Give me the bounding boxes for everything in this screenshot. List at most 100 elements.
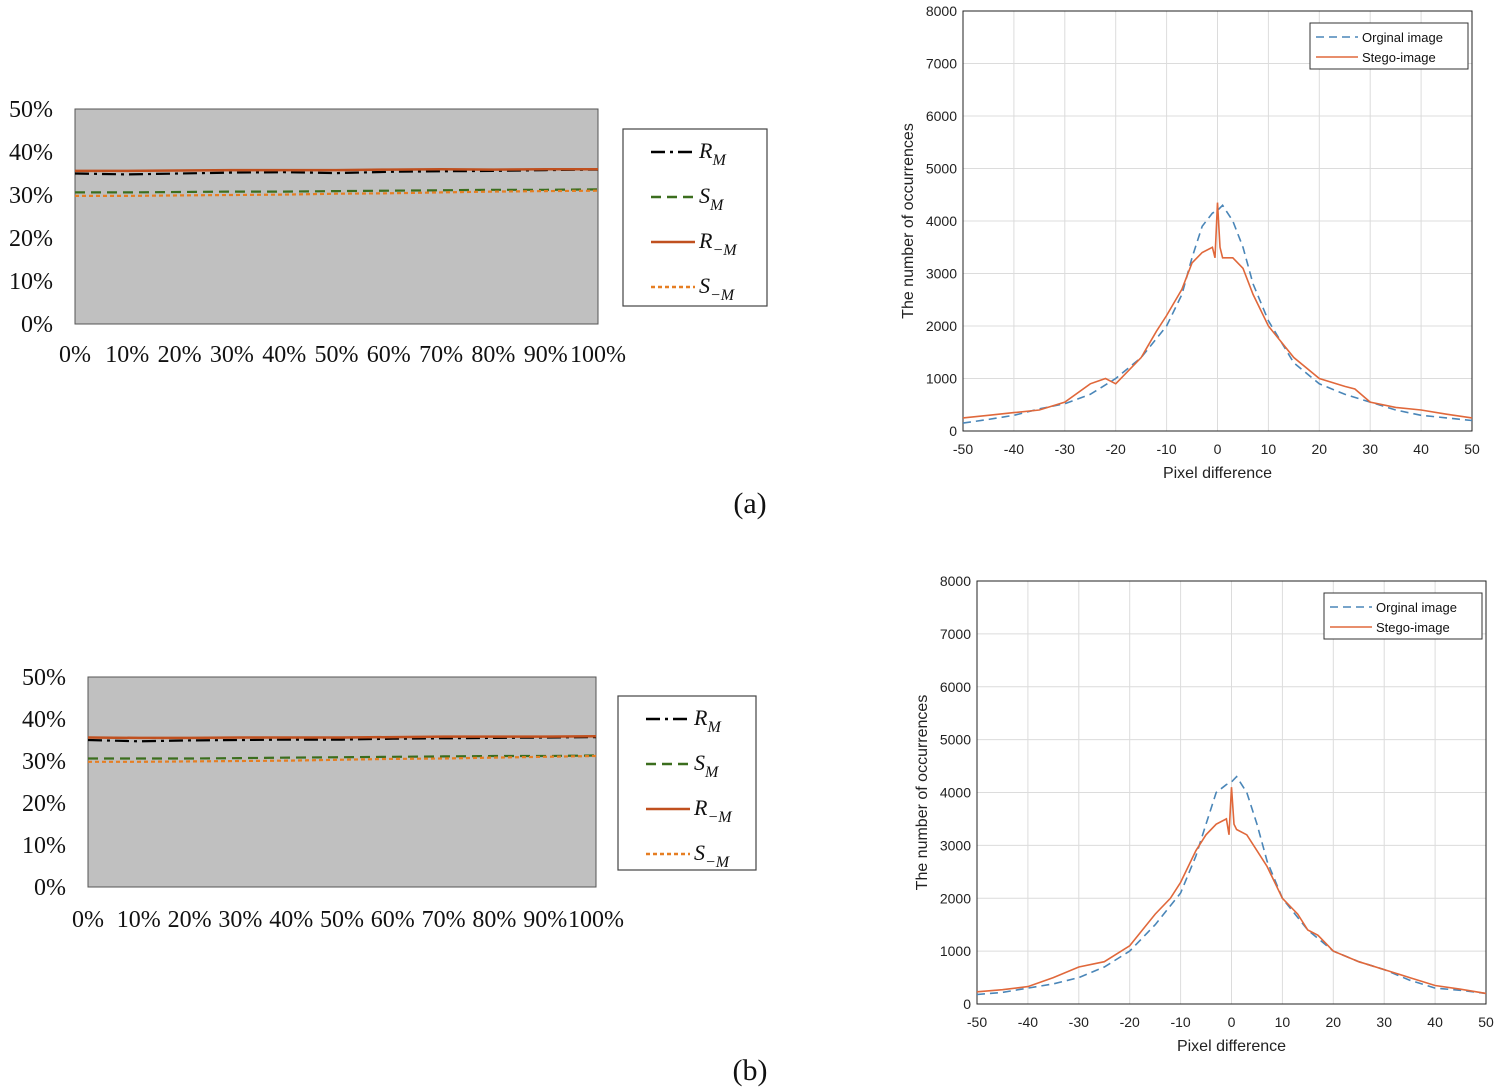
rs-x-tick-label: 70% xyxy=(419,342,463,368)
rs-x-tick-label: 40% xyxy=(269,907,313,933)
rs-y-tick-label: 10% xyxy=(22,833,66,859)
rs-legend-label: R−M xyxy=(693,795,733,826)
rs-legend-label-main: R xyxy=(698,138,713,163)
rs-legend-label-main: S xyxy=(694,840,705,865)
hist-x-tick-label: -20 xyxy=(1120,1014,1140,1030)
rs-x-tick-label: 80% xyxy=(471,342,515,368)
hist-y-tick-label: 6000 xyxy=(926,108,957,124)
hist-x-tick-label: 0 xyxy=(1214,441,1222,457)
rs-series-line-R_-M xyxy=(87,734,597,740)
rs-chart-b: 50%40%30%20%10%0%0% 10% 20% 30% 40% 50% 60% 70%… xyxy=(22,665,757,933)
hist-x-tick-label: 10 xyxy=(1275,1014,1291,1030)
rs-x-tick-label: 20% xyxy=(168,907,212,933)
hist-x-tick-label: -50 xyxy=(967,1014,987,1030)
rs-y-tick-label: 0% xyxy=(34,875,66,901)
rs-x-tick-label: 50% xyxy=(320,907,364,933)
hist-y-tick-label: 4000 xyxy=(926,213,957,229)
hist-y-tick-label: 8000 xyxy=(940,573,971,589)
rs-legend-label-main: S xyxy=(699,183,710,208)
rs-x-tick-label: 50% xyxy=(315,342,359,368)
hist-x-tick-label: -30 xyxy=(1069,1014,1089,1030)
hist-frame xyxy=(962,10,1473,432)
hist-x-tick-label: -40 xyxy=(1004,441,1024,457)
rs-x-tick-label: 100% xyxy=(570,342,626,368)
rs-x-tick-label: 30% xyxy=(210,342,254,368)
rs-legend-label: RM xyxy=(698,138,727,169)
rs-legend-label-main: R xyxy=(693,705,708,730)
hist-x-tick-label: -10 xyxy=(1170,1014,1190,1030)
hist-series-line-stego xyxy=(976,787,1487,995)
rs-legend-label: SM xyxy=(694,750,720,781)
hist-y-axis-label: The number of occurrences xyxy=(914,695,931,891)
hist-x-axis-label: Pixel difference xyxy=(1163,465,1272,482)
rs-legend-label-sub: −M xyxy=(712,242,738,259)
rs-legend-label-sub: M xyxy=(706,719,722,736)
hist-y-tick-label: 2000 xyxy=(926,318,957,334)
rs-x-tick-label: 80% xyxy=(472,907,516,933)
hist-x-tick-label: 0 xyxy=(1228,1014,1236,1030)
rs-legend-label: S−M xyxy=(699,273,736,304)
rs-x-tick-label: 40% xyxy=(262,342,306,368)
rs-plot-area xyxy=(74,108,599,325)
rs-legend-label: RM xyxy=(693,705,722,736)
hist-y-tick-label: 7000 xyxy=(926,56,957,72)
hist-chart-a: -50 -40 -30 -20 -10 0 10 20 30 40 50 0 1000 2000 3000 4… xyxy=(900,3,1480,482)
rs-y-tick-label: 50% xyxy=(9,97,53,123)
rs-y-tick-label: 30% xyxy=(9,183,53,209)
rs-chart-a: 50% 40% 30% 20% 10% 0%0% 10% 20% 30% 40% 50% 60% 70%… xyxy=(9,97,768,368)
hist-x-tick-label: 30 xyxy=(1362,441,1378,457)
hist-x-tick-label: 20 xyxy=(1312,441,1328,457)
hist-x-tick-label: 40 xyxy=(1413,441,1429,457)
rs-x-tick-label: 20% xyxy=(158,342,202,368)
hist-legend-label: Stego-image xyxy=(1362,50,1436,65)
hist-series-line-stego xyxy=(962,202,1473,419)
rs-legend-label-sub: M xyxy=(709,197,725,214)
rs-x-tick-label: 90% xyxy=(524,342,568,368)
hist-legend xyxy=(1323,592,1483,640)
rs-x-tick-label: 100% xyxy=(568,907,624,933)
rs-x-tick-label: 10% xyxy=(117,907,161,933)
rs-x-tick-label: 30% xyxy=(218,907,262,933)
rs-legend-label-main: R xyxy=(693,795,708,820)
rs-y-tick-label: 50% xyxy=(22,665,66,691)
hist-y-tick-label: 6000 xyxy=(940,679,971,695)
hist-x-tick-label: 40 xyxy=(1427,1014,1443,1030)
hist-x-axis-label: Pixel difference xyxy=(1177,1038,1286,1055)
rs-legend-label-sub: −M xyxy=(705,854,731,871)
hist-x-tick-label: -40 xyxy=(1018,1014,1038,1030)
hist-y-tick-label: 8000 xyxy=(926,3,957,19)
rs-legend-label-sub: −M xyxy=(710,287,736,304)
hist-y-tick-label: 0 xyxy=(949,423,957,439)
rs-series-line-R_M xyxy=(87,736,597,743)
rs-x-tick-label: 60% xyxy=(371,907,415,933)
rs-series-line-S_-M xyxy=(88,754,597,763)
rs-legend-label-sub: M xyxy=(711,152,727,169)
hist-x-tick-label: -30 xyxy=(1055,441,1075,457)
rs-x-tick-label: 10% xyxy=(105,342,149,368)
hist-x-tick-label: 50 xyxy=(1464,441,1480,457)
rs-legend-label-sub: M xyxy=(704,764,720,781)
hist-x-tick-label: -50 xyxy=(953,441,973,457)
rs-legend xyxy=(617,695,757,871)
rs-plot-area xyxy=(87,676,597,888)
hist-legend-label: Stego-image xyxy=(1376,620,1450,635)
hist-y-tick-label: 5000 xyxy=(940,732,971,748)
hist-chart-b: -50 -40 -30 -20 -10 0 10 20 30 40 50 0 1000 2000 3000 4… xyxy=(914,573,1494,1055)
rs-legend-label-main: S xyxy=(699,273,710,298)
rs-x-tick-label: 90% xyxy=(523,907,567,933)
rs-y-tick-label: 0% xyxy=(21,312,53,338)
rs-series-line-S_M xyxy=(75,188,599,194)
rs-legend-label-main: R xyxy=(698,228,713,253)
rs-y-tick-label: 20% xyxy=(9,226,53,252)
hist-y-tick-label: 3000 xyxy=(940,837,971,853)
rs-series-line-R_-M xyxy=(75,167,598,173)
hist-y-tick-label: 0 xyxy=(963,996,971,1012)
rs-legend xyxy=(622,128,768,307)
rs-legend-label-sub: −M xyxy=(707,809,733,826)
hist-y-tick-label: 7000 xyxy=(940,626,971,642)
panel-label: (a) xyxy=(733,487,766,520)
rs-y-tick-label: 40% xyxy=(9,140,53,166)
hist-x-tick-label: 30 xyxy=(1376,1014,1392,1030)
rs-x-tick-label: 60% xyxy=(367,342,411,368)
